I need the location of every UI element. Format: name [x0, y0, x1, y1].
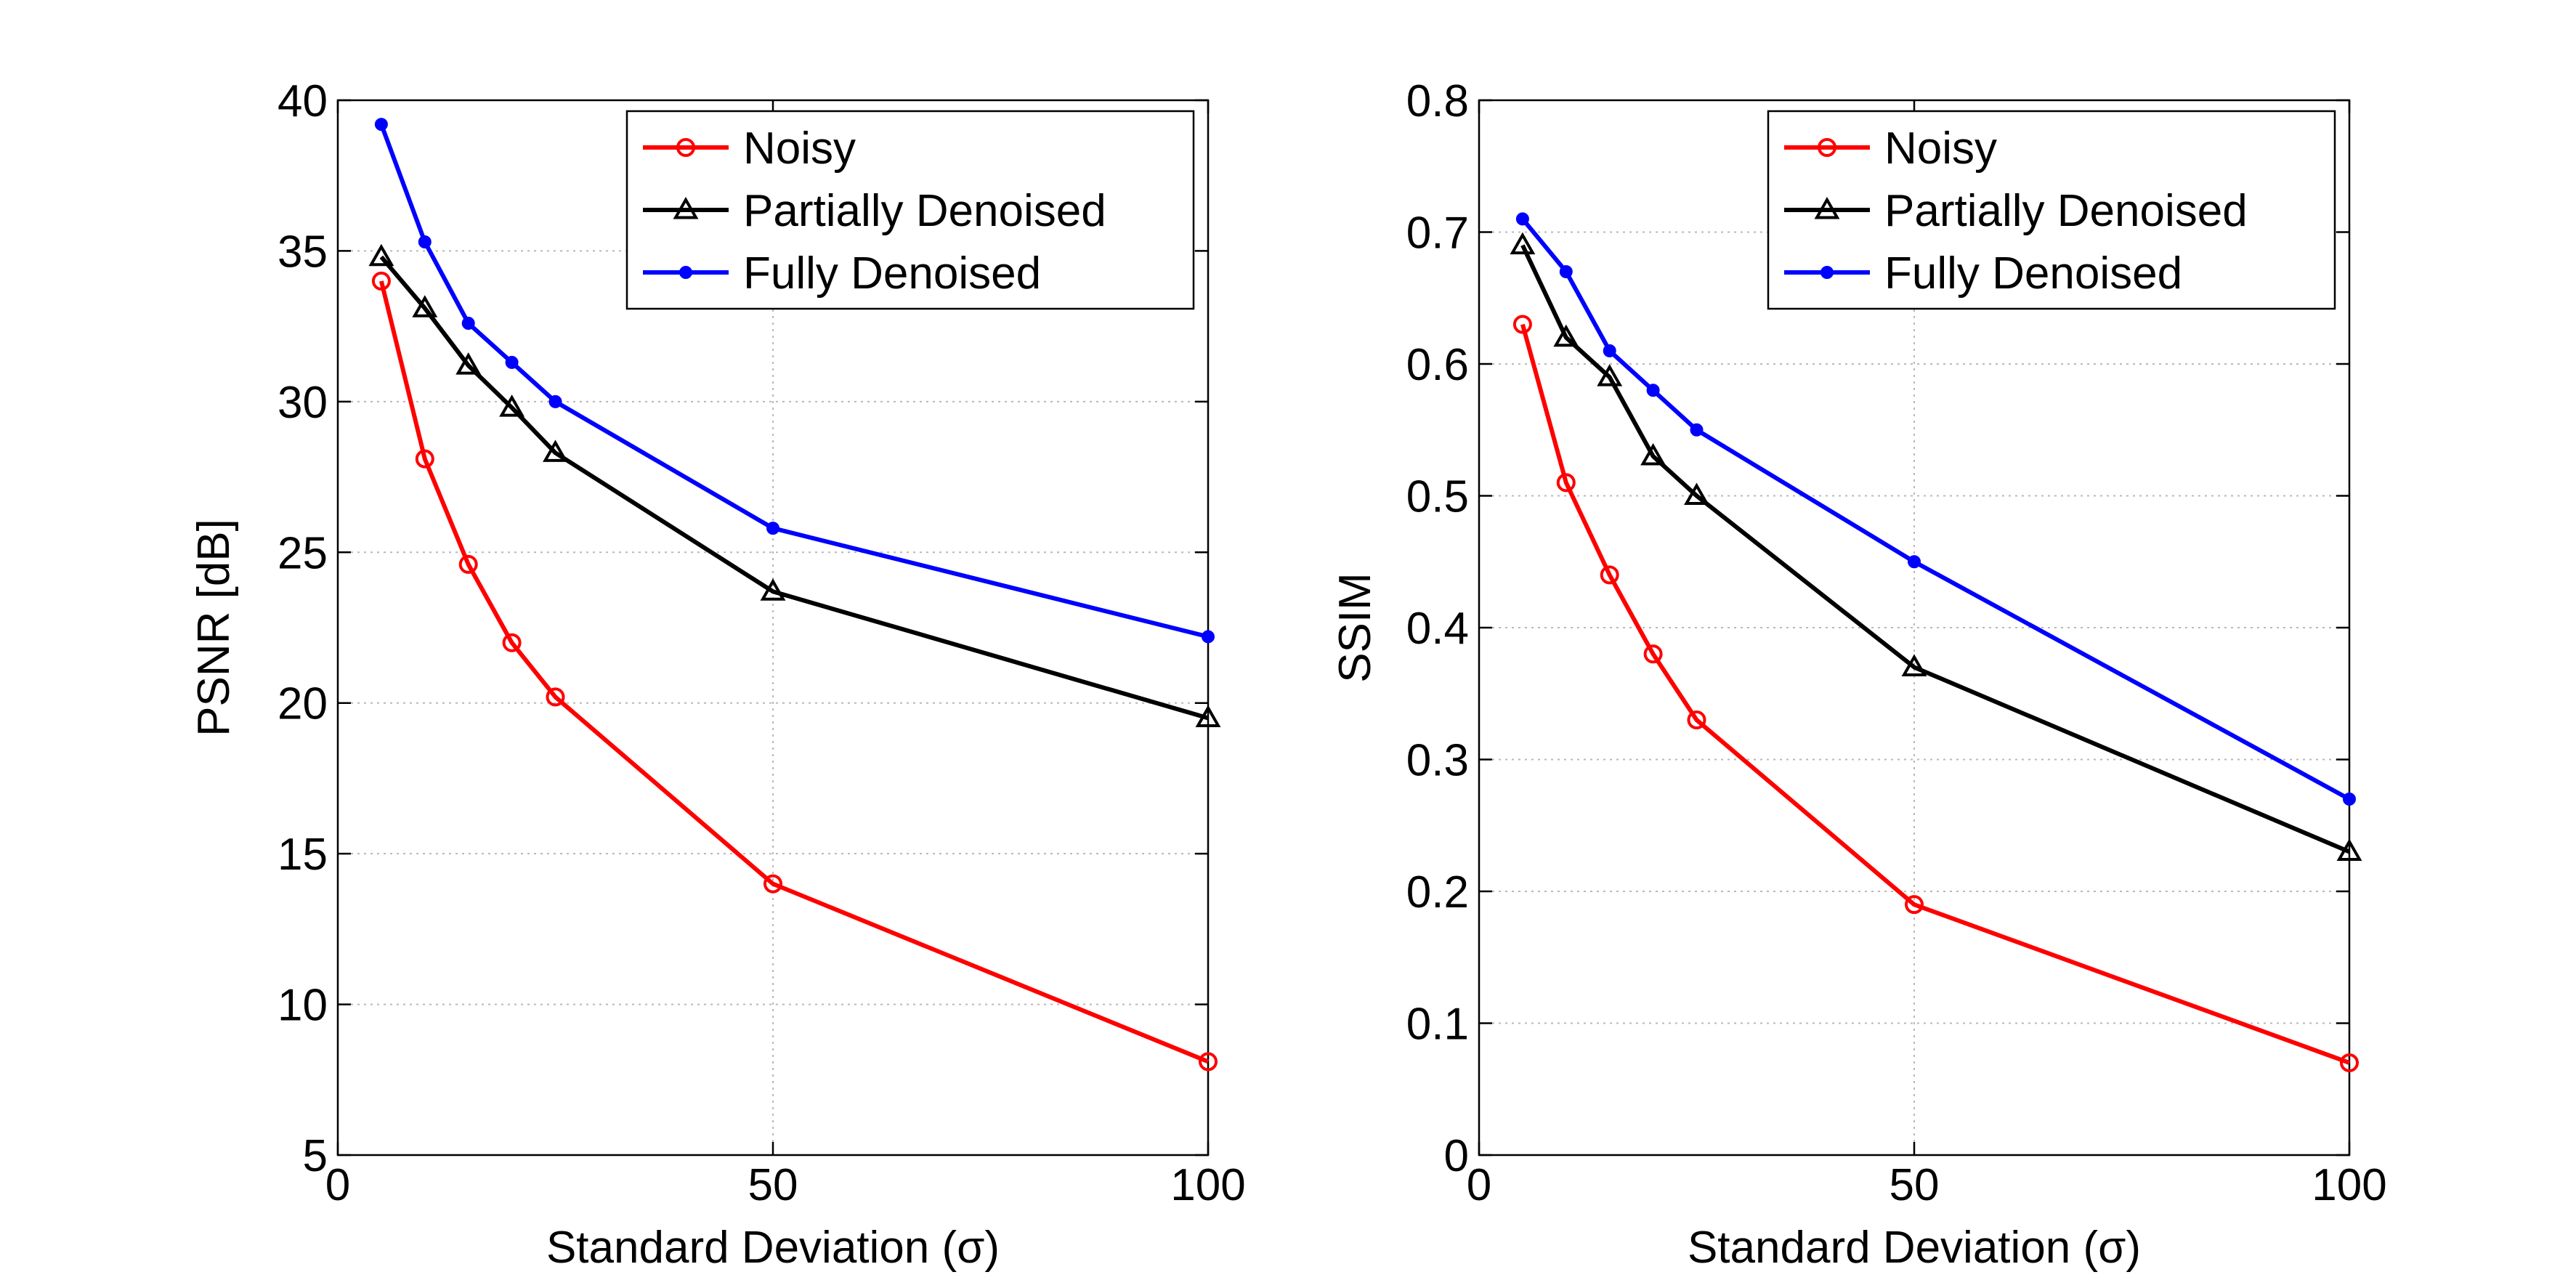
series-line: [1520, 323, 2351, 1065]
series-line: [379, 255, 1209, 721]
data-point: [371, 271, 391, 291]
y-tick-label: 0: [1444, 1131, 1469, 1181]
data-point: [1195, 705, 1221, 727]
data-point: [1512, 315, 1532, 334]
data-point: [2336, 838, 2362, 862]
y-tick-label: 25: [278, 528, 328, 578]
x-tick-label: 0: [1467, 1160, 1491, 1210]
data-point: [546, 687, 565, 707]
data-point: [764, 874, 782, 894]
data-point: [455, 352, 482, 375]
series-noisy: [371, 271, 1218, 1072]
y-tick-label: 40: [278, 76, 328, 126]
series-line: [378, 280, 1210, 1064]
chart-panel-2: 0 50 100 0 0.1 0.2 0.3 0.4 0.5 0.6 0.7 0.8 Standard …: [1330, 76, 2387, 1273]
legend: Noisy Partially Denoised Fully Denoised: [625, 110, 1195, 310]
series-fully-denoised: [1515, 212, 2356, 806]
data-point: [499, 394, 525, 417]
data-point: [1814, 196, 1840, 219]
x-tick-label: 0: [325, 1160, 350, 1210]
y-tick-label: 5: [303, 1131, 328, 1181]
data-point: [461, 316, 475, 330]
data-point: [548, 394, 562, 408]
data-point: [676, 138, 695, 157]
data-point: [1600, 565, 1619, 585]
y-tick-label: 10: [278, 981, 328, 1031]
y-tick-label: 20: [278, 679, 328, 729]
x-axis-label: Standard Deviation (σ): [546, 1223, 1000, 1273]
y-axis-label: PSNR [dB]: [189, 519, 239, 737]
data-point: [1597, 364, 1623, 386]
series-partially-denoised: [368, 243, 1221, 727]
data-point: [1687, 710, 1706, 730]
chart-panel-1: 0 50 100 5 10 15 20 25 30 35 40 Standard Deviation …: [189, 76, 1246, 1273]
legend-label: Partially Denoised: [743, 186, 1106, 236]
x-tick-label: 100: [1170, 1160, 1245, 1210]
data-point: [1690, 423, 1704, 437]
x-tick-label: 50: [748, 1160, 798, 1210]
data-point: [1202, 630, 1215, 644]
y-tick-label: 15: [278, 830, 328, 880]
data-point: [1559, 264, 1573, 278]
data-point: [1640, 443, 1666, 466]
data-point: [1901, 654, 1927, 676]
data-point: [2343, 792, 2356, 806]
y-tick-label: 30: [278, 378, 328, 428]
series-fully-denoised: [374, 118, 1215, 644]
x-axis-label: Standard Deviation (σ): [1688, 1223, 2141, 1273]
y-tick-label: 0.1: [1406, 1000, 1469, 1050]
data-point: [368, 243, 394, 267]
series-noisy: [1512, 315, 2359, 1072]
data-point: [502, 633, 522, 652]
legend-label: Noisy: [743, 123, 856, 174]
data-point: [679, 266, 692, 279]
data-point: [1908, 555, 1921, 569]
y-tick-label: 35: [278, 227, 328, 277]
series-partially-denoised: [1510, 232, 2362, 862]
data-point: [1820, 266, 1834, 279]
data-point: [766, 522, 779, 535]
legend: Noisy Partially Denoised Fully Denoised: [1767, 110, 2336, 310]
data-point: [374, 118, 388, 131]
data-point: [1643, 644, 1663, 664]
data-point: [543, 440, 568, 462]
legend-label: Fully Denoised: [1884, 248, 2182, 299]
data-point: [1684, 482, 1709, 505]
data-point: [1510, 232, 1536, 255]
y-tick-label: 0.5: [1406, 472, 1469, 522]
data-point: [1556, 473, 1576, 493]
y-tick-label: 0.2: [1406, 867, 1469, 918]
y-tick-label: 0.3: [1406, 736, 1469, 786]
data-point: [673, 196, 699, 219]
y-axis-label: SSIM: [1330, 572, 1380, 683]
y-tick-label: 0.4: [1406, 604, 1469, 654]
data-point: [1515, 212, 1529, 226]
series-line: [1520, 244, 2351, 854]
data-point: [1646, 384, 1660, 397]
legend-label: Partially Denoised: [1884, 186, 2248, 236]
y-tick-label: 0.6: [1406, 340, 1469, 390]
legend-label: Fully Denoised: [743, 248, 1041, 299]
data-point: [1603, 344, 1616, 357]
data-point: [412, 295, 438, 317]
y-tick-label: 0.7: [1406, 208, 1469, 259]
data-point: [1553, 324, 1579, 347]
data-point: [1199, 1052, 1218, 1072]
data-point: [1818, 138, 1836, 157]
data-point: [2340, 1053, 2359, 1072]
data-point: [458, 554, 478, 574]
data-point: [418, 235, 432, 248]
data-point: [760, 578, 786, 601]
x-tick-label: 100: [2312, 1160, 2386, 1210]
data-point: [505, 355, 519, 369]
data-point: [415, 449, 434, 469]
y-tick-label: 0.8: [1406, 76, 1469, 126]
legend-label: Noisy: [1884, 123, 1997, 174]
x-tick-label: 50: [1890, 1160, 1940, 1210]
data-point: [1905, 895, 1924, 915]
